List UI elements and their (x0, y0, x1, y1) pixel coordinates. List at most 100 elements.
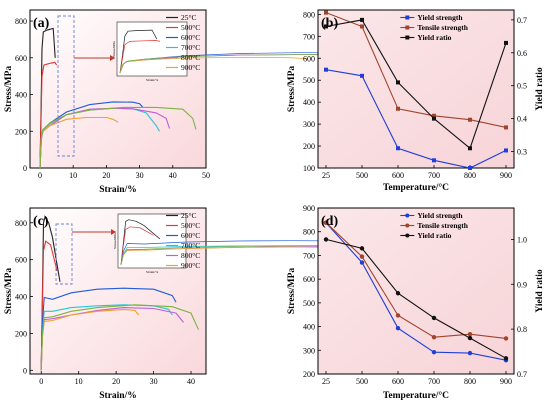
series-line-500-c (40, 240, 58, 371)
data-point-yield-strength (468, 166, 472, 170)
y-tick-label: 600 (303, 54, 315, 63)
legend-label-yield-ratio: Yield ratio (417, 33, 451, 42)
data-point-tensile-strength (467, 331, 473, 337)
plot-background (318, 208, 514, 374)
data-point-yield-ratio (431, 315, 437, 321)
x-tick-label: 800 (464, 377, 476, 386)
inset-frame (117, 213, 187, 269)
series-line-yield-strength (325, 69, 507, 169)
x-tick-label: 500 (356, 171, 368, 180)
data-point-yield-strength (359, 260, 365, 265)
y-tick-label: 200 (303, 142, 315, 151)
legend-label-tensile-strength: Tensile strength (417, 23, 468, 32)
y-tick-label: 600 (15, 256, 27, 265)
x-axis-label: Temperature/°C (383, 182, 449, 193)
x-tick-label: 900 (500, 171, 512, 180)
legend-marker-yield-ratio (405, 233, 410, 238)
legend-marker-yield-ratio (405, 35, 410, 40)
x-tick-label: 30 (150, 377, 158, 386)
legend-label-500-c: 500°C (181, 23, 200, 32)
data-point-yield-ratio (432, 116, 436, 121)
x-tick-label: 600 (392, 377, 404, 386)
x-tick-label: 700 (428, 377, 440, 386)
y-tick-label: 600 (303, 275, 315, 284)
y2-tick-label: 0.5 (517, 82, 527, 91)
inset-y-label: Stress/MPa (113, 233, 117, 249)
y2-tick-label: 0.9 (517, 280, 527, 289)
y-axis-label: Stress/MPa (287, 66, 297, 113)
data-point-yield-strength (395, 326, 401, 331)
data-point-tensile-strength (396, 106, 400, 111)
y-tick-label: 0 (23, 366, 27, 375)
data-point-yield-strength (467, 350, 473, 356)
data-point-yield-strength (324, 67, 328, 72)
series-line-yield-ratio (325, 19, 507, 150)
x-tick-label: 25 (322, 171, 330, 180)
y-tick-label: 200 (15, 329, 27, 338)
y-tick-label: 700 (303, 32, 315, 41)
zoom-highlight-box (57, 15, 75, 157)
y-tick-label: 500 (303, 76, 315, 85)
inset-y-label: Stress/MPa (112, 41, 116, 57)
y-tick-label: 0 (23, 164, 27, 173)
y-tick-label: 800 (15, 219, 27, 228)
legend-label-900-c: 900°C (181, 261, 200, 270)
series-line-500-c (39, 61, 58, 169)
y-axis-label: Stress/MPa (287, 268, 297, 315)
data-point-yield-strength (504, 148, 508, 153)
series-line-tensile-strength (325, 12, 507, 128)
series-line-7cb342 (39, 106, 197, 169)
x-axis-label: Temperature/°C (383, 390, 449, 401)
inset-x-label: Strain/% (146, 78, 158, 82)
data-point-yield-ratio (359, 246, 365, 251)
y-axis-label: Stress/MPa (4, 66, 14, 113)
y-tick-label: 500 (303, 299, 315, 308)
plot-frame (29, 207, 207, 375)
legend-marker-yield-strength (405, 15, 410, 20)
data-point-yield-ratio (504, 40, 508, 45)
data-point-yield-strength (360, 73, 364, 78)
plot-frame (29, 9, 207, 169)
y-tick-label: 400 (15, 293, 27, 302)
x-axis-label: Strain/% (99, 185, 136, 195)
legend-label-tensile-strength: Tensile strength (417, 221, 468, 230)
panel-c-stress-strain: 0 10 20 30 400200400600800Strain/%Stress/MPa… (4, 207, 447, 401)
y-tick-label: 100 (303, 164, 315, 173)
data-point-yield-ratio (467, 335, 473, 341)
series-line-7cb342 (40, 304, 200, 371)
panel-b-strength-vs-temperature: 25 500 600 700 800 900 100 200 300 400 500 600 700 80… (287, 9, 545, 193)
legend-label-700-c: 700°C (181, 43, 200, 52)
data-point-tensile-strength (324, 10, 328, 15)
data-point-yield-strength (432, 158, 436, 163)
legend-label-900-c: 900°C (181, 63, 200, 72)
x-tick-label: 40 (187, 377, 195, 386)
x-tick-label: 10 (69, 171, 77, 180)
inset-x-label: Strain/% (146, 270, 158, 274)
plot-background (318, 10, 514, 168)
data-point-tensile-strength (431, 335, 437, 340)
data-point-yield-ratio (323, 237, 329, 242)
y-tick-label: 200 (15, 127, 27, 136)
y2-tick-label: 1.0 (517, 235, 527, 244)
legend-label-25-c: 25°C (181, 211, 197, 220)
series-line-600-c (40, 287, 177, 371)
data-point-yield-ratio (468, 146, 472, 151)
data-point-tensile-strength (359, 254, 365, 259)
y-tick-label: 400 (303, 98, 315, 107)
inset-series-line-25-c (120, 219, 161, 266)
x-tick-label: 50 (202, 171, 210, 180)
zoom-arrow-head (111, 229, 116, 235)
legend-label-yield-ratio: Yield ratio (417, 231, 451, 240)
y2-tick-label: 0.7 (517, 16, 527, 25)
data-point-tensile-strength (395, 313, 401, 318)
inset-series-line-500-c (119, 40, 161, 74)
y-tick-label: 800 (303, 228, 315, 237)
x-tick-label: 20 (102, 171, 110, 180)
x-tick-label: 600 (392, 171, 404, 180)
panel-label: (d) (321, 214, 338, 229)
y2-axis-label: Yield ratio (535, 67, 545, 110)
legend-label-600-c: 600°C (181, 33, 200, 42)
series-line-tensile-strength (325, 222, 507, 339)
panel-label: (b) (321, 16, 338, 31)
